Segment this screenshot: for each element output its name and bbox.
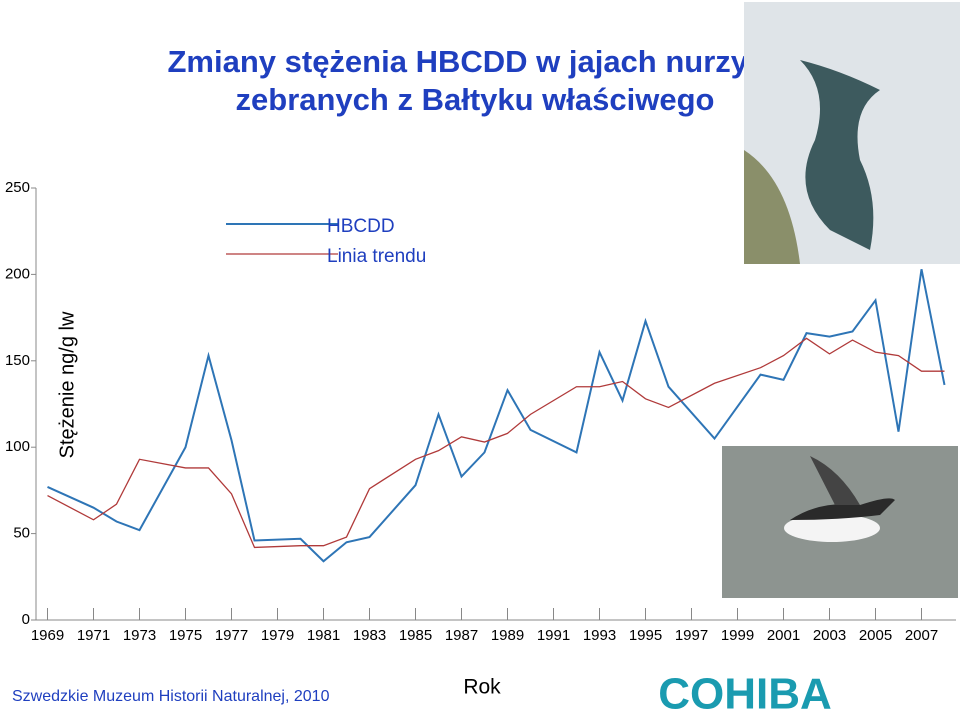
legend-label: Linia trendu	[327, 246, 426, 267]
x-tick-label: 1997	[675, 627, 708, 644]
x-tick-label: 1977	[215, 627, 248, 644]
x-tick-label: 1973	[123, 627, 156, 644]
y-tick-label: 100	[5, 438, 30, 455]
y-axis-title: Stężenie ng/g lw	[56, 311, 78, 458]
series-line	[47, 269, 946, 563]
footer: Szwedzkie Muzeum Historii Naturalnej, 20…	[12, 688, 330, 705]
x-tick-label: 1987	[445, 627, 478, 644]
y-tick-label: 250	[5, 179, 30, 196]
y-tick-label: 50	[13, 525, 30, 542]
x-tick-label: 1993	[583, 627, 616, 644]
y-tick-label: 150	[5, 352, 30, 369]
legend-label: HBCDD	[327, 216, 395, 237]
y-tick-label: 200	[5, 265, 30, 282]
title-line: Zmiany stężenia HBCDD w jajach nurzyka	[167, 44, 783, 79]
x-tick-label: 1969	[31, 627, 64, 644]
x-tick-label: 1983	[353, 627, 386, 644]
x-tick-label: 2003	[813, 627, 846, 644]
x-tick-label: 2001	[767, 627, 800, 644]
bird-photo	[722, 446, 958, 598]
x-tick-label: 2007	[905, 627, 938, 644]
x-tick-label: 1989	[491, 627, 524, 644]
x-tick-label: 2005	[859, 627, 892, 644]
x-tick-label: 1991	[537, 627, 570, 644]
x-tick-label: 1981	[307, 627, 340, 644]
x-axis-title: Rok	[463, 676, 501, 699]
x-tick-label: 1985	[399, 627, 432, 644]
title-line: zebranych z Bałtyku właściwego	[236, 82, 715, 117]
y-tick-label: 0	[22, 611, 30, 628]
x-tick-label: 1979	[261, 627, 294, 644]
x-tick-label: 1971	[77, 627, 110, 644]
logo: COHIBA	[658, 670, 832, 719]
x-tick-label: 1999	[721, 627, 754, 644]
baltic-photo	[744, 2, 960, 264]
x-tick-label: 1995	[629, 627, 662, 644]
x-tick-label: 1975	[169, 627, 202, 644]
series-line	[47, 337, 945, 549]
